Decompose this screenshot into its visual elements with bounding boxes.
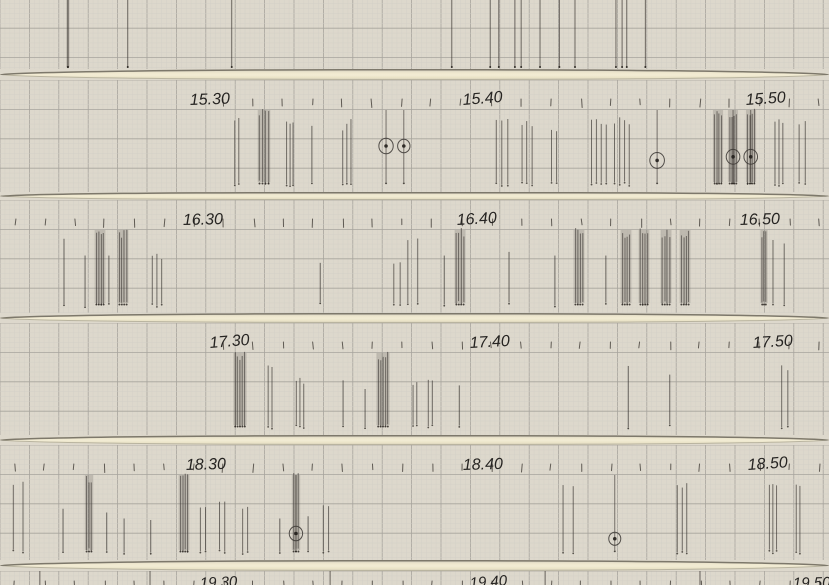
svg-text:19.50: 19.50 (793, 574, 829, 585)
svg-text:15.50: 15.50 (745, 89, 786, 109)
svg-text:16.50: 16.50 (740, 211, 781, 229)
svg-text:16.40: 16.40 (456, 210, 497, 229)
svg-text:17.50: 17.50 (752, 333, 793, 352)
svg-text:15.30: 15.30 (190, 91, 231, 109)
svg-text:19.30: 19.30 (199, 573, 238, 585)
svg-text:18.50: 18.50 (747, 454, 788, 474)
svg-text:17.30: 17.30 (209, 332, 250, 352)
svg-text:18.40: 18.40 (463, 456, 504, 474)
svg-text:15.40: 15.40 (462, 89, 503, 109)
svg-text:17.40: 17.40 (469, 333, 510, 352)
svg-text:16.30: 16.30 (183, 211, 224, 229)
svg-text:19.40: 19.40 (469, 572, 508, 585)
svg-text:18.30: 18.30 (186, 456, 227, 474)
